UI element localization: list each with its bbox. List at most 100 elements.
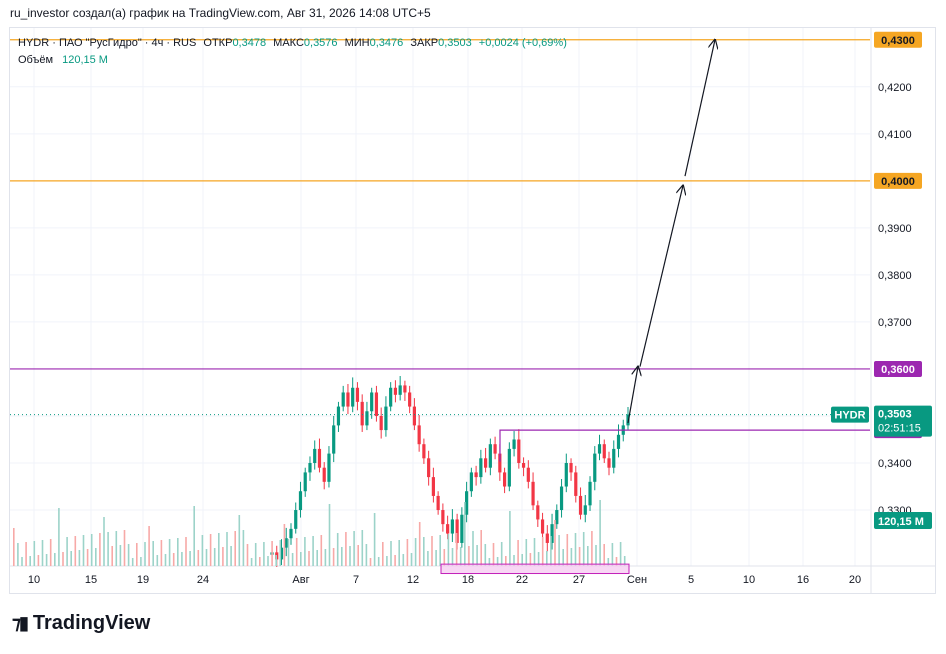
candle-body [450,519,454,534]
volume-bar [250,558,253,566]
candle-body [616,434,621,449]
time-tick-label: Сен [627,574,647,586]
candle-body [327,453,331,482]
legend-symbol: HYDR · ПАО "РусГидро" · 4ч · RUS [18,37,197,49]
volume-bar [209,534,212,566]
candle-body [559,486,564,511]
volume-bar [205,549,208,566]
volume-bar [58,508,60,566]
volume-bar [127,544,130,566]
volume-bar [328,504,331,566]
volume-bar [595,545,597,566]
candle-body [469,472,473,492]
price-tick-label: 0,3800 [878,270,912,282]
candle-body [484,458,488,468]
volume-bar [271,541,273,566]
volume-bar [431,536,433,566]
volume-bar [222,547,224,566]
volume-bar [74,536,77,566]
volume-bar [591,531,593,566]
volume-bar [533,538,536,566]
candle-body [417,425,421,445]
volume-bar [509,511,511,566]
candle-body [441,510,445,525]
volume-bar [185,537,187,566]
volume-bar [152,541,154,566]
volume-bar [390,541,392,566]
volume-bar [201,535,204,566]
candle-body [422,444,426,459]
volume-bar [451,548,454,566]
volume-bar [349,546,351,566]
volume-bar [607,558,610,566]
volume-bar [300,552,302,566]
volume-bar [33,541,36,566]
volume-bar [103,517,105,566]
volume-bar [197,550,200,566]
volume-bar [107,532,109,566]
candle-body [398,385,402,395]
candle-body [298,491,303,511]
candle-body [493,444,497,454]
volume-bar [550,536,552,566]
volume-bar [603,544,605,566]
volume-bar [263,542,265,566]
volume-bar [459,547,462,566]
time-tick-label: 20 [849,574,861,586]
volume-bar [267,556,269,566]
volume-bar [283,524,286,566]
legend-volume-value: 120,15 M [62,54,108,66]
candle-body [289,528,293,539]
time-tick-label: 27 [573,574,585,586]
candle-body [474,472,478,478]
candle-body [313,448,317,464]
volume-bar [41,540,44,566]
volume-bar [246,544,249,566]
volume-bar [361,530,364,566]
price-tick-label: 0,3400 [878,458,912,470]
candle-body [294,510,298,529]
volume-bar [455,533,458,566]
volume-bar [144,542,146,566]
level-tag [874,360,922,377]
volume-bar [156,555,159,566]
candle-body [322,467,326,482]
volume-bar [410,553,413,566]
volume-bar [587,546,589,566]
volume-bar [29,556,31,566]
legend-high-value: 0,3576 [303,37,338,49]
legend-close-value: 0,3503 [438,37,472,49]
volume-bar [312,536,314,566]
candle-body [336,406,341,426]
volume-bar [82,535,85,566]
candle-body [332,425,336,454]
volume-bar [484,544,487,566]
volume-bar [148,526,150,566]
volume-bar [131,558,134,566]
volume-bar [49,539,52,566]
candle-body [279,547,284,560]
volume-bar [140,557,142,566]
volume-bar [123,530,126,566]
chart-caption: ru_investor создал(а) график на TradingV… [10,6,431,20]
time-tick-label: 24 [197,574,209,586]
resistance-line [499,429,870,462]
projection-arrow [684,40,715,177]
time-tick-label: 12 [407,574,419,586]
volume-bar [287,539,290,566]
candle-body [317,448,322,468]
candle-body [308,463,312,473]
volume-bar [345,532,347,566]
time-tick-label: 22 [516,574,528,586]
time-tick-label: 19 [137,574,149,586]
level-tag-label: 0,4300 [881,35,915,47]
volume-bar [119,545,122,566]
candle-body [455,519,459,543]
volume-bar [562,549,564,566]
volume-bar [189,551,191,566]
candle-body [512,439,516,449]
volume-bar [111,546,113,566]
volume-bar [17,543,19,566]
tradingview-brand[interactable]: ⁊▮ TradingView [12,612,150,635]
